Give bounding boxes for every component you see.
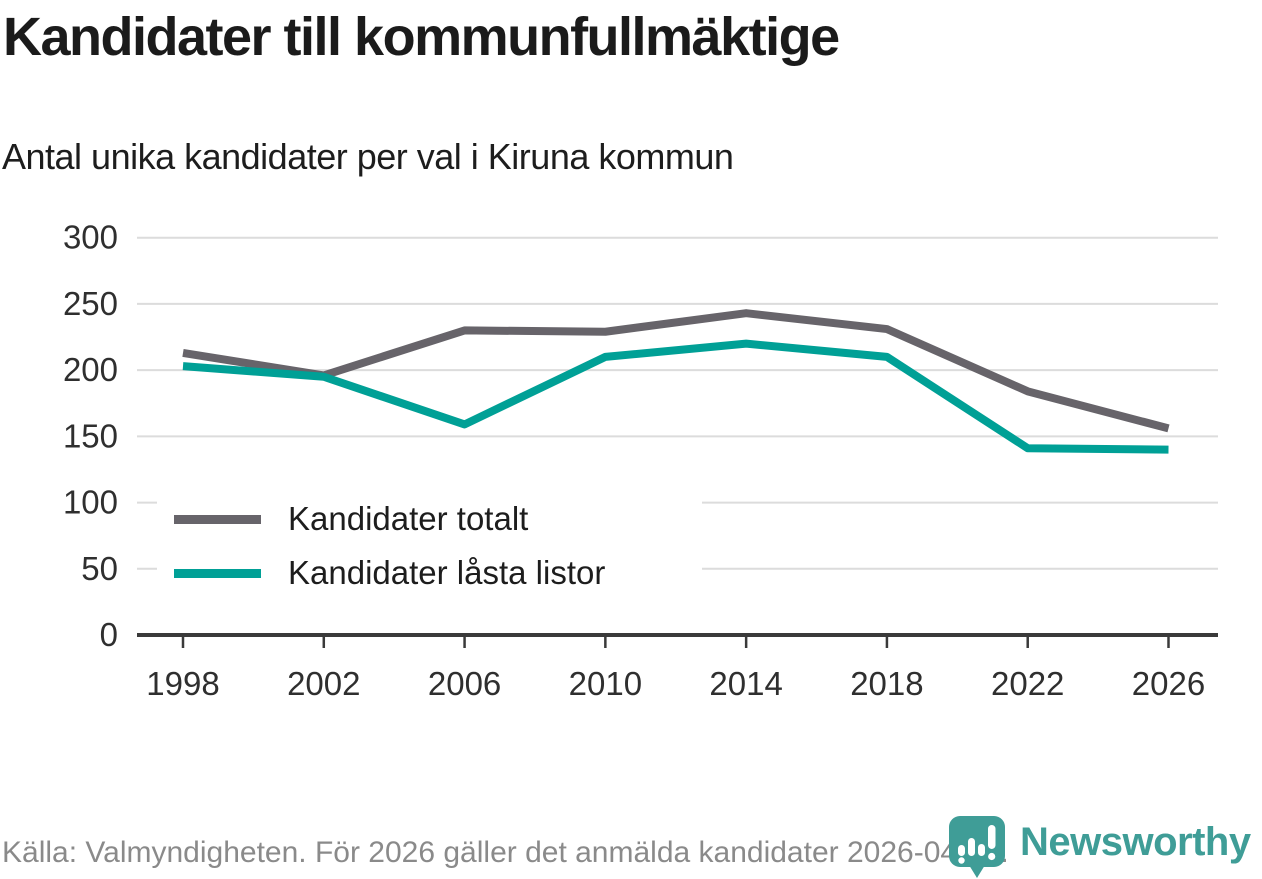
legend-line-swatch-locked-icon — [174, 568, 261, 578]
legend-label: Kandidater totalt — [288, 500, 529, 537]
newsworthy-logo-icon — [949, 816, 1005, 878]
legend-item: Kandidater låsta listor — [157, 548, 702, 598]
newsworthy-wordmark: Newsworthy — [1020, 820, 1251, 864]
legend-item: Kandidater totalt — [157, 494, 702, 544]
source-note: Källa: Valmyndigheten. För 2026 gäller d… — [2, 836, 1009, 869]
x-axis-tick-label: 2002 — [287, 665, 360, 702]
legend: Kandidater totalt Kandidater låsta listo… — [157, 494, 702, 598]
data-series-line — [182, 309, 1170, 433]
data-series-line — [182, 339, 1169, 454]
y-axis-tick-label: 300 — [63, 219, 118, 256]
y-axis-tick-label: 250 — [63, 285, 118, 322]
x-axis-tick-label: 2018 — [850, 665, 923, 702]
x-axis-tick-label: 1998 — [146, 665, 219, 702]
newsworthy-logo: Newsworthy — [948, 813, 1251, 879]
x-axis-tick-label: 2010 — [569, 665, 642, 702]
x-axis-tick-label: 2006 — [428, 665, 501, 702]
chart-subtitle: Antal unika kandidater per val i Kiruna … — [2, 136, 734, 177]
y-axis-tick-label: 0 — [100, 616, 118, 653]
x-axis-tick-label: 2026 — [1132, 665, 1205, 702]
y-axis-tick-label: 50 — [81, 550, 118, 587]
page-title: Kandidater till kommunfullmäktige — [3, 7, 840, 67]
x-axis-tick-label: 2014 — [709, 665, 782, 702]
y-axis-tick-label: 150 — [63, 417, 118, 454]
line-chart: 0 50 100 150 200 250 300 1998 2002 2006 2010 2014 20… — [63, 219, 1218, 702]
y-axis-tick-label: 200 — [63, 351, 118, 388]
y-axis-tick-label: 100 — [63, 484, 118, 521]
legend-label: Kandidater låsta listor — [288, 554, 606, 591]
x-axis-tick-label: 2022 — [991, 665, 1064, 702]
legend-line-swatch-total-icon — [174, 514, 261, 524]
